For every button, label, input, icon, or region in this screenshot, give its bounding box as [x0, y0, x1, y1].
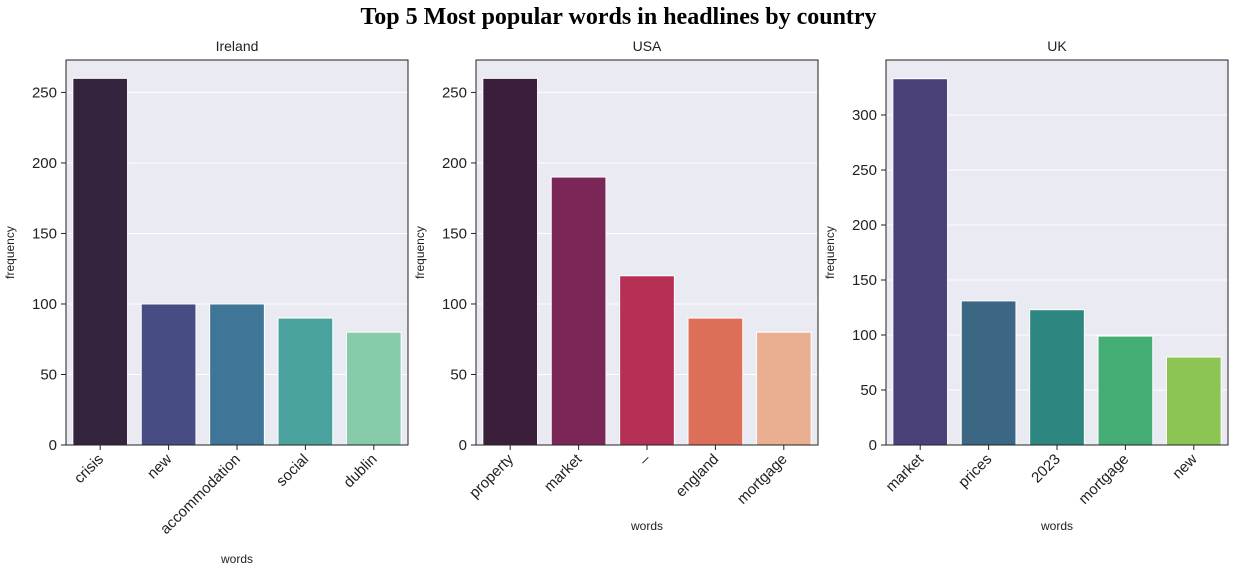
- bar-accommodation: [209, 303, 265, 446]
- x-tick-label: market: [541, 450, 586, 495]
- bar-mortgage: [1097, 335, 1154, 446]
- x-tick-label: prices: [955, 451, 995, 491]
- y-tick-label: 100: [442, 296, 467, 313]
- y-tick-label: 50: [40, 366, 57, 383]
- x-axis-label: words: [220, 552, 253, 566]
- x-tick-label: crisis: [71, 451, 107, 487]
- bar-dublin: [345, 331, 402, 446]
- y-tick-label: 100: [852, 327, 877, 344]
- y-tick-label: 250: [32, 84, 57, 101]
- plot-frame: [885, 59, 1229, 446]
- y-tick-label: 0: [49, 437, 57, 454]
- x-tick-label: –: [636, 450, 654, 468]
- x-axis-label: words: [630, 519, 663, 533]
- bar-mortgage: [755, 331, 812, 446]
- x-tick-label: mortgage: [734, 451, 791, 508]
- y-tick-label: 200: [442, 155, 467, 172]
- chart-panel-2: 0 50 100 150 200 250 300 market prices 2023 mortga…: [823, 38, 1229, 533]
- y-tick-label: 0: [869, 437, 877, 454]
- x-tick-label: dublin: [340, 451, 380, 491]
- y-tick-label: 0: [459, 437, 467, 454]
- plot-frame: [475, 59, 819, 446]
- x-tick-label: mortgage: [1075, 451, 1132, 508]
- x-axis-label: words: [1040, 519, 1073, 533]
- y-tick-label: 150: [852, 272, 877, 289]
- x-tick-label: 2023: [1028, 451, 1064, 487]
- x-tick-label: new: [1169, 451, 1201, 483]
- y-tick-label: 200: [852, 217, 877, 234]
- bar-2023: [1029, 309, 1085, 446]
- x-tick-label: england: [672, 451, 722, 501]
- figure-title: Top 5 Most popular words in headlines by…: [360, 4, 877, 30]
- x-tick-label: property: [466, 450, 517, 501]
- subplot-title: UK: [1047, 38, 1067, 54]
- x-tick-label: market: [883, 450, 928, 495]
- bar-property: [482, 77, 539, 446]
- bar-market: [892, 78, 949, 446]
- bar-–: [619, 275, 675, 446]
- y-tick-label: 100: [32, 296, 57, 313]
- y-axis-label: frequency: [413, 226, 427, 279]
- y-tick-label: 50: [860, 382, 877, 399]
- bar-market: [550, 176, 607, 446]
- x-tick-label: social: [273, 451, 312, 490]
- subplot-title: USA: [633, 38, 662, 54]
- bar-social: [277, 317, 334, 446]
- y-tick-label: 300: [852, 107, 877, 124]
- y-axis-label: frequency: [823, 226, 837, 279]
- plot-frame: [65, 59, 409, 446]
- y-tick-label: 50: [450, 366, 467, 383]
- bar-new: [1165, 356, 1222, 446]
- x-tick-label: new: [144, 451, 176, 483]
- bar-new: [140, 303, 197, 446]
- subplot-title: Ireland: [216, 38, 259, 54]
- bar-crisis: [72, 77, 129, 446]
- y-tick-label: 150: [32, 225, 57, 242]
- bar-prices: [960, 300, 1017, 446]
- y-tick-label: 200: [32, 155, 57, 172]
- bar-england: [687, 317, 744, 446]
- y-tick-label: 150: [442, 225, 467, 242]
- y-tick-label: 250: [852, 162, 877, 179]
- y-axis-label: frequency: [3, 226, 17, 279]
- y-tick-label: 250: [442, 84, 467, 101]
- chart-panel-1: 0 50 100 150 200 250 property market – england mor…: [413, 38, 819, 533]
